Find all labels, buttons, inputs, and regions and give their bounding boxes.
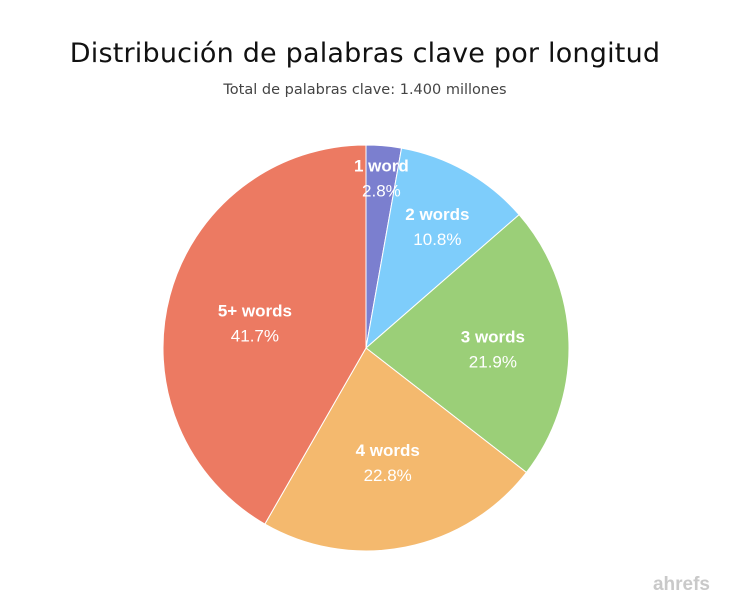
chart-title: Distribución de palabras clave por longi… [69, 38, 661, 69]
pie-slices [162, 144, 570, 552]
ahrefs-watermark: ahrefs [652, 574, 710, 595]
slice-3-words [365, 214, 570, 474]
slice-value-4-words: 22.8% [364, 466, 412, 485]
slice-4-words [264, 347, 528, 552]
slice-label-4-words: 4 words [356, 441, 420, 460]
slice-value-1-word: 2.8% [362, 182, 401, 201]
slice-value-2-words: 10.8% [413, 230, 461, 249]
pie-labels: 1 word 2.8%2 words 10.8% 3 words 21.9% 4 word… [218, 157, 525, 485]
slice-value-5plus-words: 41.7% [231, 326, 279, 345]
slice-label-3-words: 3 words [461, 327, 525, 346]
slice-label-1-word: 1 word [354, 157, 409, 176]
slice-2-words [365, 147, 520, 350]
slice-5plus-words [162, 144, 367, 525]
slice-label-5plus-words: 5+ words [218, 301, 292, 320]
chart-subtitle: Total de palabras clave: 1.400 millones [223, 82, 507, 98]
slice-label-2-words: 2 words [405, 205, 469, 224]
slice-value-3-words: 21.9% [469, 352, 517, 371]
